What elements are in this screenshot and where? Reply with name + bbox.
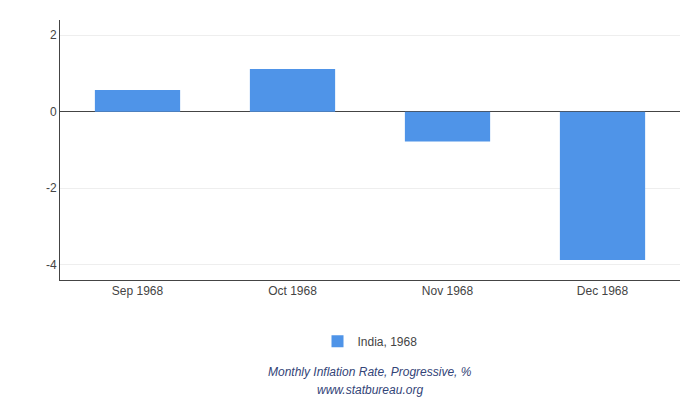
svg-text:Dec 1968: Dec 1968: [577, 284, 629, 298]
svg-text:India, 1968: India, 1968: [358, 335, 418, 349]
svg-text:Sep 1968: Sep 1968: [112, 284, 164, 298]
svg-text:Monthly Inflation Rate, Progre: Monthly Inflation Rate, Progressive, %: [268, 365, 472, 379]
svg-text:Oct 1968: Oct 1968: [268, 284, 317, 298]
svg-text:-4: -4: [46, 258, 57, 272]
svg-text:www.statbureau.org: www.statbureau.org: [317, 383, 423, 397]
svg-text:2: 2: [50, 28, 57, 42]
svg-text:Nov 1968: Nov 1968: [422, 284, 474, 298]
svg-text:0: 0: [50, 105, 57, 119]
svg-text:-2: -2: [46, 181, 57, 195]
